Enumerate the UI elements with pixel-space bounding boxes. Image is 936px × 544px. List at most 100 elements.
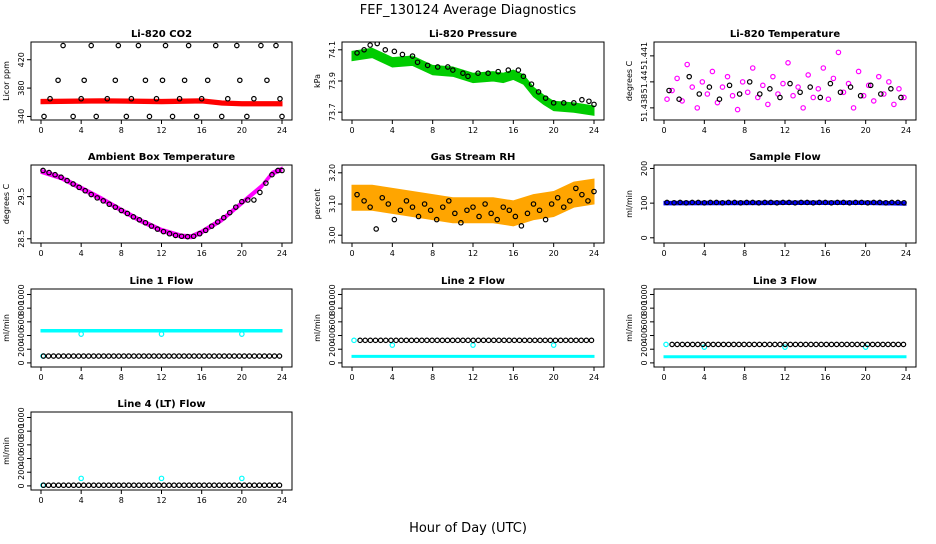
data-point	[746, 341, 753, 348]
data-point	[261, 353, 268, 359]
data-point	[511, 337, 518, 344]
data-point	[166, 482, 172, 489]
data-point	[719, 199, 726, 206]
data-point	[475, 337, 482, 344]
data-point	[706, 84, 713, 90]
data-point	[867, 82, 874, 89]
data-point	[279, 113, 285, 120]
data-point	[465, 73, 471, 80]
panel-rh: Gas Stream RH percent 0 4 8 12 16 20 24 3.00 3.10 3…	[313, 152, 605, 258]
x-tick-label: 20	[549, 249, 559, 258]
data-point	[389, 342, 396, 348]
x-tick-label: 0	[661, 126, 666, 135]
data-point	[241, 353, 248, 359]
panel-title: Line 2 Flow	[441, 276, 505, 287]
y-axis-label: degrees C	[625, 60, 634, 101]
data-point	[855, 68, 862, 75]
data-point	[716, 96, 723, 103]
panel-co2: Li-820 CO2 Licor ppm 0 4 8 12 16 20 24 340 380 420	[2, 29, 293, 135]
data-point	[674, 341, 681, 348]
x-tick-label: 16	[820, 373, 830, 382]
data-point	[756, 91, 763, 97]
x-tick-label: 4	[390, 373, 395, 382]
x-tick-label: 12	[156, 126, 166, 135]
data-point	[797, 89, 803, 96]
data-point	[683, 199, 689, 206]
x-tick-label: 16	[197, 126, 207, 135]
data-point	[403, 337, 410, 344]
data-point	[766, 341, 773, 348]
data-point	[501, 337, 507, 344]
data-point	[494, 216, 501, 223]
data-point	[257, 189, 263, 196]
data-point	[736, 341, 742, 348]
data-point	[361, 46, 367, 53]
panel-line1: Line 1 Flow ml/min 0 4 8 12 16 20 24 0 20040060080…	[2, 276, 293, 382]
data-point	[795, 84, 801, 90]
y-tick-label: 200	[17, 465, 26, 480]
data-point	[55, 482, 62, 489]
y-tick-label: 0	[17, 483, 26, 488]
data-point	[130, 214, 137, 220]
data-point	[271, 482, 278, 489]
x-tick-label: 16	[508, 249, 518, 258]
data-point	[273, 42, 279, 49]
data-point	[804, 199, 810, 206]
x-tick-label: 20	[237, 249, 247, 258]
data-point	[116, 353, 122, 359]
data-point	[220, 214, 227, 221]
data-point	[454, 337, 461, 344]
data-point	[881, 91, 887, 97]
data-point	[415, 213, 422, 220]
data-point	[890, 341, 896, 348]
data-point	[239, 198, 245, 205]
data-point	[860, 92, 867, 99]
data-point	[488, 210, 494, 217]
x-tick-label: 16	[508, 126, 518, 135]
data-point	[695, 199, 702, 206]
figure-title: FEF_130124 Average Diagnostics	[360, 3, 577, 18]
x-tick-label: 24	[901, 126, 911, 135]
data-point	[93, 113, 100, 120]
data-point	[755, 199, 762, 206]
x-tick-label: 16	[820, 249, 830, 258]
data-point	[532, 337, 538, 344]
data-point	[761, 341, 768, 348]
x-tick-label: 12	[156, 249, 166, 258]
data-point	[236, 353, 243, 359]
data-point	[264, 77, 270, 84]
data-point	[162, 42, 169, 49]
data-point	[94, 195, 101, 201]
data-point	[542, 95, 549, 101]
data-point	[105, 353, 112, 359]
data-point	[445, 198, 452, 204]
data-point	[889, 199, 895, 206]
plot-data	[351, 337, 595, 358]
data-point	[460, 70, 466, 77]
x-tick-label: 24	[589, 373, 599, 382]
data-point	[900, 341, 907, 348]
data-point	[100, 198, 107, 204]
x-tick-label: 0	[38, 373, 43, 382]
data-point	[393, 337, 399, 344]
data-point	[571, 100, 577, 106]
data-point	[206, 353, 212, 359]
panel-title: Line 4 (LT) Flow	[117, 399, 205, 410]
data-point	[734, 106, 741, 113]
panel-box_temp: Ambient Box Temperature degrees C 0 4 8 12 16 2…	[2, 152, 293, 258]
data-point	[840, 89, 847, 96]
x-tick-label: 4	[702, 373, 707, 382]
y-tick-label: 0	[17, 360, 26, 365]
data-point	[201, 482, 207, 489]
data-point	[857, 92, 864, 99]
plot-data	[40, 166, 285, 240]
y-tick-label: 600	[17, 314, 26, 329]
data-point	[146, 113, 153, 120]
data-point	[204, 77, 211, 84]
data-point	[118, 207, 125, 214]
x-tick-label: 24	[901, 373, 911, 382]
data-point	[161, 353, 167, 359]
data-point	[391, 48, 398, 55]
data-point	[765, 101, 771, 108]
data-point	[726, 82, 733, 89]
